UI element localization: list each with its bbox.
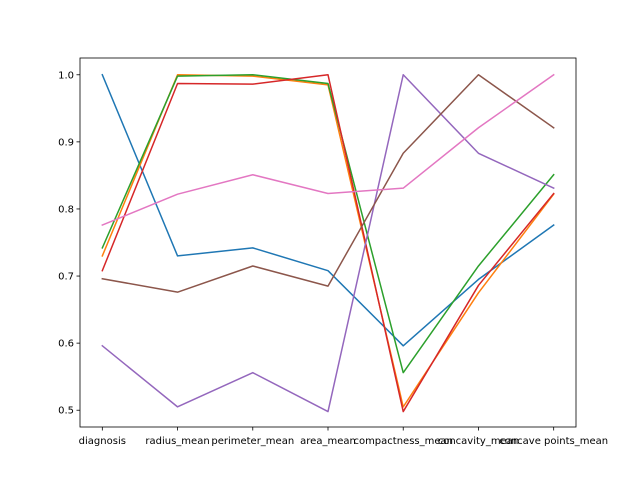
- x-tick-label: diagnosis: [79, 436, 126, 447]
- axes-layer: 0.5 0.6 0.7 0.8 0.9 1.0 diagnosis radius_mean pe…: [58, 57, 608, 447]
- y-tick-label: 0.9: [58, 137, 74, 148]
- x-tick-label: area_mean: [300, 436, 356, 447]
- series-line-7: [101, 73, 555, 227]
- y-tick-label: 0.5: [58, 406, 74, 417]
- series-layer: [101, 73, 555, 413]
- x-tick-label: concavity_mean: [438, 436, 519, 447]
- series-line-6: [101, 74, 555, 293]
- y-tick-label: 0.6: [58, 339, 74, 350]
- y-tick-label: 0.7: [58, 272, 74, 283]
- series-line-1: [101, 73, 555, 347]
- series-line-3: [101, 74, 555, 374]
- x-tick-label: radius_mean: [145, 436, 209, 447]
- x-tick-label: perimeter_mean: [211, 436, 294, 447]
- y-tick-label: 1.0: [58, 70, 74, 81]
- series-line-5: [101, 74, 555, 413]
- x-tick-label: compactness_mean: [353, 436, 453, 447]
- x-tick-label: concave points_mean: [499, 436, 608, 447]
- series-line-4: [101, 74, 555, 413]
- y-tick-label: 0.8: [58, 204, 74, 215]
